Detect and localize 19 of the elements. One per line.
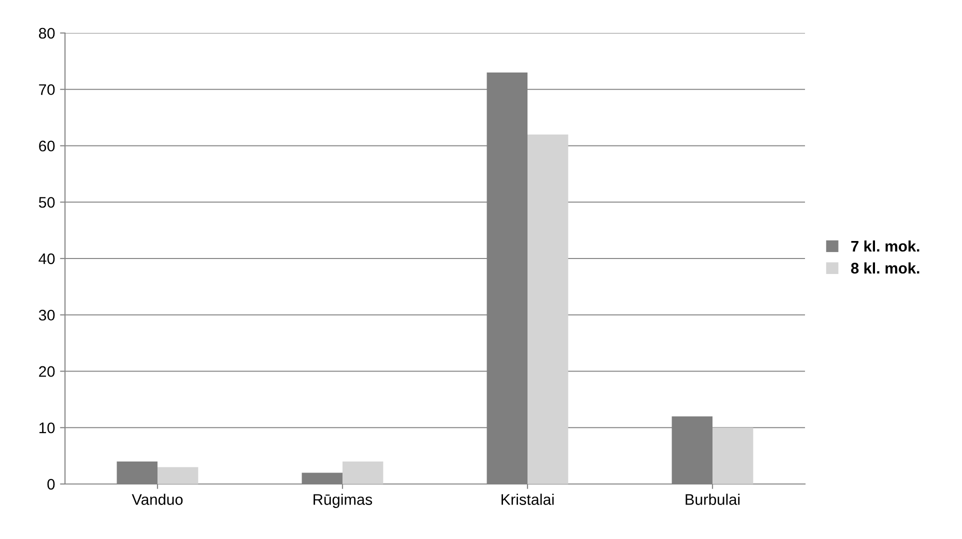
x-tick-label: Kristalai bbox=[502, 494, 554, 505]
y-tick-label: 40 bbox=[38, 253, 55, 264]
legend-label: 8 kl. mok. bbox=[851, 262, 920, 274]
x-tick-label: Burbulai bbox=[686, 494, 740, 505]
y-tick-label: 80 bbox=[38, 28, 55, 39]
y-tick-label: 30 bbox=[38, 310, 55, 321]
bar bbox=[712, 428, 754, 484]
y-tick-label: 20 bbox=[39, 366, 55, 377]
y-tick-label: 70 bbox=[39, 84, 55, 96]
x-tick-label: Rūgimas bbox=[314, 494, 372, 508]
y-tick-label: 60 bbox=[39, 140, 55, 152]
y-tick-label: 50 bbox=[38, 196, 55, 208]
x-tick-label: Vanduo bbox=[132, 494, 183, 505]
y-tick-label: 10 bbox=[39, 422, 55, 434]
bar bbox=[342, 461, 384, 484]
bar bbox=[158, 467, 198, 484]
y-tick-label: 0 bbox=[47, 478, 55, 490]
bar bbox=[528, 134, 568, 484]
legend-label: 7 kl. mok. bbox=[851, 240, 920, 252]
